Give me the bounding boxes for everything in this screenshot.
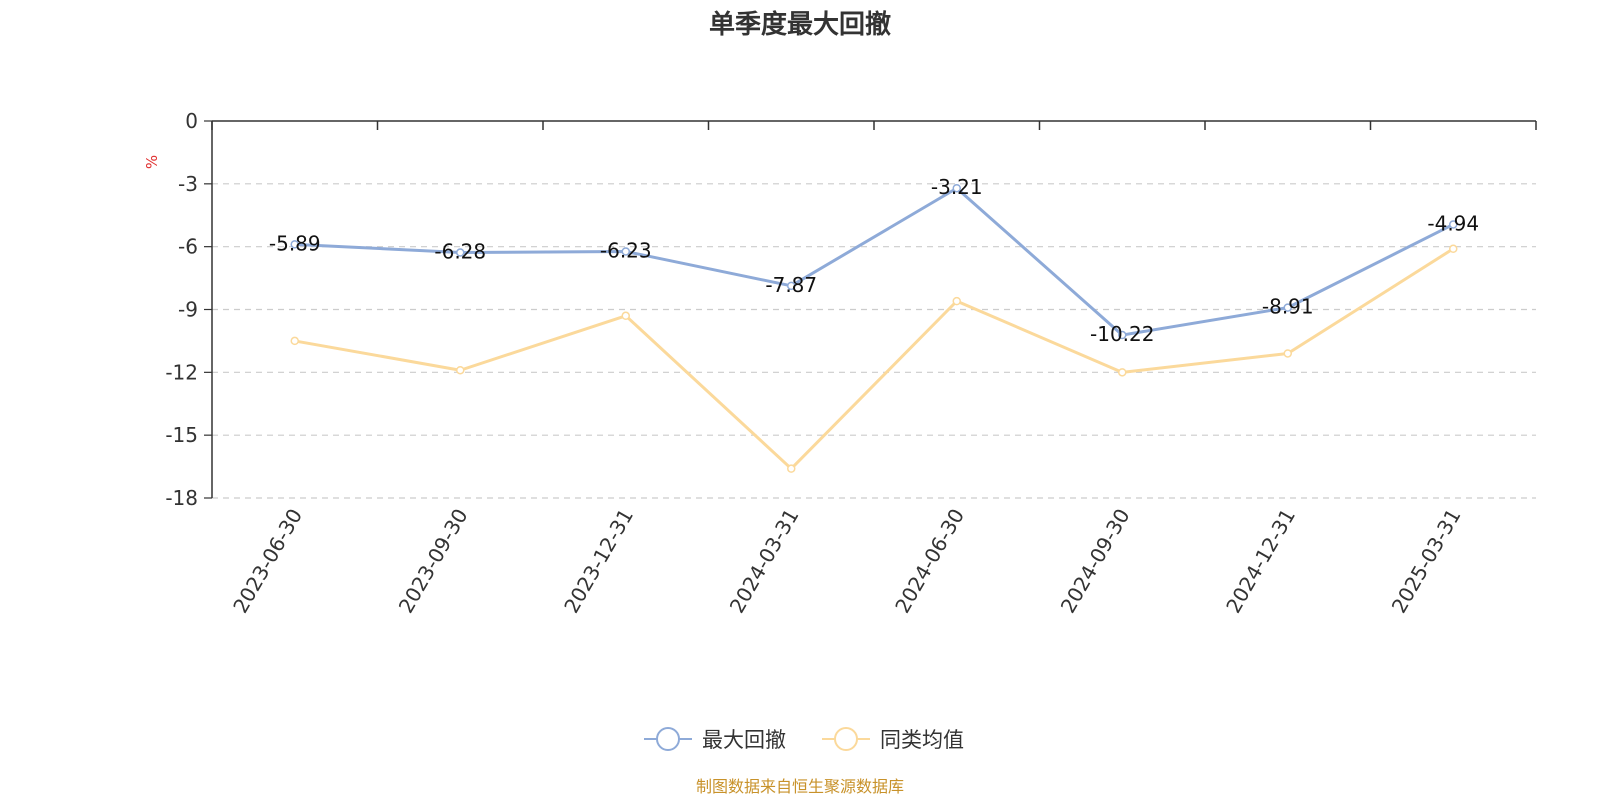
data-point-1[interactable] xyxy=(952,296,961,306)
legend[interactable]: 最大回撤 同类均值 xyxy=(644,727,964,752)
y-tick-label: -3 xyxy=(178,172,198,196)
y-tick-label: -12 xyxy=(165,360,198,384)
x-tick-label: 2023-09-30 xyxy=(394,505,473,618)
data-label: -8.91 xyxy=(1262,295,1314,319)
data-point-1[interactable] xyxy=(621,311,630,321)
chart-title: 单季度最大回撤 xyxy=(709,9,891,40)
data-label: -3.21 xyxy=(931,175,983,199)
data-label: -4.94 xyxy=(1427,211,1479,235)
y-tick-label: -15 xyxy=(165,423,198,447)
data-point-0[interactable] xyxy=(1449,220,1458,229)
data-label: -7.87 xyxy=(765,273,817,297)
data-labels: -5.89 -6.28 -6.23 -7.87 -3.21 -10.22 -8.91 -4.9… xyxy=(269,175,1479,346)
y-axis-unit-label: % xyxy=(143,155,161,169)
data-label: -5.89 xyxy=(269,231,321,255)
data-point-1[interactable] xyxy=(1449,244,1458,254)
data-point-1[interactable] xyxy=(787,464,796,473)
data-point-1[interactable] xyxy=(1283,349,1292,358)
x-tick-label: 2023-06-30 xyxy=(228,505,307,618)
data-label: -10.22 xyxy=(1090,322,1154,346)
x-tick-label: 2025-03-31 xyxy=(1387,505,1466,618)
y-tick-label: -9 xyxy=(178,298,198,322)
data-point-0[interactable] xyxy=(1283,303,1292,312)
data-point-0[interactable] xyxy=(952,183,961,193)
legend-marker-icon xyxy=(834,727,858,751)
legend-item-0[interactable]: 最大回撤 xyxy=(644,727,786,752)
x-tick-label: 2024-03-31 xyxy=(725,505,804,618)
source-note: 制图数据来自恒生聚源数据库 xyxy=(696,777,904,796)
x-tick-label: 2024-09-30 xyxy=(1056,505,1135,618)
gridlines xyxy=(212,183,1536,499)
data-point-0[interactable] xyxy=(1118,330,1127,340)
x-tick-label: 2024-06-30 xyxy=(890,505,969,618)
data-point-1[interactable] xyxy=(456,365,465,375)
data-point-0[interactable] xyxy=(456,248,465,257)
x-tick-label: 2024-12-31 xyxy=(1221,505,1300,618)
data-point-0[interactable] xyxy=(290,240,299,249)
data-label: -6.28 xyxy=(434,240,486,264)
data-point-1[interactable] xyxy=(290,336,299,346)
y-tick-label: -6 xyxy=(178,235,198,259)
y-tick-label: 0 xyxy=(185,109,198,133)
series-line-0 xyxy=(294,186,1454,337)
legend-label: 同类均值 xyxy=(880,728,964,752)
series-lines xyxy=(290,183,1458,473)
x-tick-label: 2023-12-31 xyxy=(559,505,638,618)
legend-label: 最大回撤 xyxy=(702,728,786,752)
axes: 0 -3 -6 -9 -12 -15 -18 2023-06-30 2023-09-30 2023… xyxy=(165,109,1537,618)
data-point-0[interactable] xyxy=(621,247,630,256)
data-point-1[interactable] xyxy=(1118,368,1127,377)
data-point-0[interactable] xyxy=(787,281,796,291)
data-label: -6.23 xyxy=(600,238,652,262)
y-tick-label: -18 xyxy=(165,486,198,510)
series-line-1 xyxy=(294,247,1455,471)
legend-item-1[interactable]: 同类均值 xyxy=(822,727,964,752)
legend-marker-icon xyxy=(656,727,680,751)
